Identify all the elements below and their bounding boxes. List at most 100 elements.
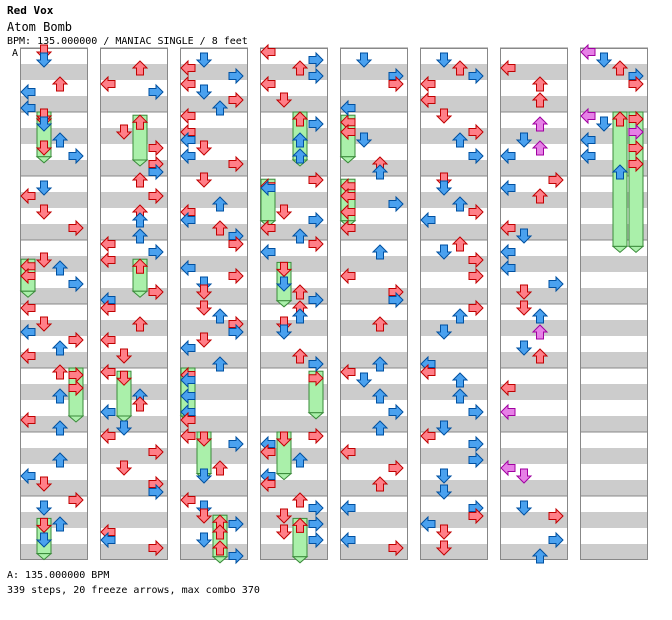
step-arrow — [35, 316, 53, 332]
step-arrow — [468, 203, 484, 221]
beat-stripe — [500, 544, 568, 560]
step-arrow — [291, 492, 309, 508]
beat-stripe — [500, 384, 568, 400]
bpm-line: A: 135.000000 BPM — [7, 570, 110, 581]
step-arrow — [468, 403, 484, 421]
freeze-head-arrow — [275, 431, 293, 447]
beat-stripe — [260, 320, 328, 336]
step-arrow — [531, 116, 549, 132]
beat-stripe — [180, 256, 248, 272]
beat-stripe — [100, 384, 168, 400]
step-arrow — [580, 107, 596, 125]
step-arrow — [115, 348, 133, 364]
step-arrow — [548, 275, 564, 293]
step-arrow — [500, 219, 516, 237]
step-arrow — [195, 532, 213, 548]
step-arrow — [308, 235, 324, 253]
column-border — [20, 48, 88, 560]
beat-stripe — [20, 352, 88, 368]
step-arrow — [291, 284, 309, 300]
beat-stripe — [500, 256, 568, 272]
step-arrow — [515, 132, 533, 148]
beat-stripe — [20, 480, 88, 496]
beat-stripe — [20, 160, 88, 176]
step-arrow — [580, 43, 596, 61]
freeze-head-arrow — [131, 258, 149, 274]
step-arrow — [51, 364, 69, 380]
beat-stripe — [180, 288, 248, 304]
step-arrow — [435, 524, 453, 540]
step-arrow — [531, 308, 549, 324]
step-arrow — [148, 443, 164, 461]
step-arrow — [340, 499, 356, 517]
beat-stripe — [20, 64, 88, 80]
freeze-tail — [211, 556, 229, 564]
beat-stripe — [100, 96, 168, 112]
step-arrow — [355, 372, 373, 388]
step-arrow — [531, 140, 549, 156]
step-arrow — [308, 115, 324, 133]
beat-stripe — [260, 160, 328, 176]
beat-stripe — [100, 64, 168, 80]
step-arrow — [20, 187, 36, 205]
step-arrow — [308, 171, 324, 189]
step-arrow — [195, 300, 213, 316]
step-arrow — [131, 228, 149, 244]
beat-stripe — [340, 512, 408, 528]
step-arrow — [580, 147, 596, 165]
beat-stripe — [580, 256, 648, 272]
step-arrow — [291, 132, 309, 148]
step-arrow — [195, 84, 213, 100]
step-arrow — [500, 59, 516, 77]
beat-stripe — [580, 544, 648, 560]
step-arrow — [435, 52, 453, 68]
step-arrow — [228, 67, 244, 85]
step-arrow — [355, 52, 373, 68]
beat-stripe — [580, 352, 648, 368]
beat-stripe — [100, 512, 168, 528]
step-arrow — [100, 299, 116, 317]
beat-stripe — [420, 352, 488, 368]
step-arrow — [388, 291, 404, 309]
step-arrow — [468, 267, 484, 285]
beat-stripe — [420, 192, 488, 208]
step-arrow — [180, 59, 196, 77]
step-arrow — [500, 243, 516, 261]
step-arrow — [20, 267, 36, 285]
step-arrow — [308, 499, 324, 517]
beat-stripe — [580, 480, 648, 496]
step-arrow — [308, 211, 324, 229]
step-arrow — [68, 491, 84, 509]
section-marker: A — [12, 48, 19, 59]
step-arrow — [515, 284, 533, 300]
step-arrow — [211, 540, 229, 556]
beat-stripe — [180, 448, 248, 464]
step-arrow — [308, 515, 324, 533]
step-arrow — [451, 236, 469, 252]
freeze-head-arrow — [131, 114, 149, 130]
beat-stripe — [340, 448, 408, 464]
column-border — [340, 48, 408, 560]
freeze-head-arrow — [195, 431, 213, 447]
step-arrow — [371, 244, 389, 260]
beat-stripe — [580, 320, 648, 336]
step-arrow — [68, 331, 84, 349]
beat-stripe — [260, 256, 328, 272]
step-arrow — [211, 308, 229, 324]
step-arrow — [148, 139, 164, 157]
beat-stripe — [100, 352, 168, 368]
freeze-tail — [131, 290, 149, 298]
step-arrow — [515, 228, 533, 244]
step-arrow — [180, 339, 196, 357]
step-arrow — [35, 140, 53, 156]
step-arrow — [500, 379, 516, 397]
step-arrow — [35, 476, 53, 492]
step-arrow — [500, 179, 516, 197]
column-border — [260, 48, 328, 560]
step-arrow — [51, 420, 69, 436]
step-arrow — [420, 75, 436, 93]
step-arrow — [275, 324, 293, 340]
step-arrow — [420, 211, 436, 229]
beat-stripe — [340, 480, 408, 496]
step-arrow — [228, 91, 244, 109]
